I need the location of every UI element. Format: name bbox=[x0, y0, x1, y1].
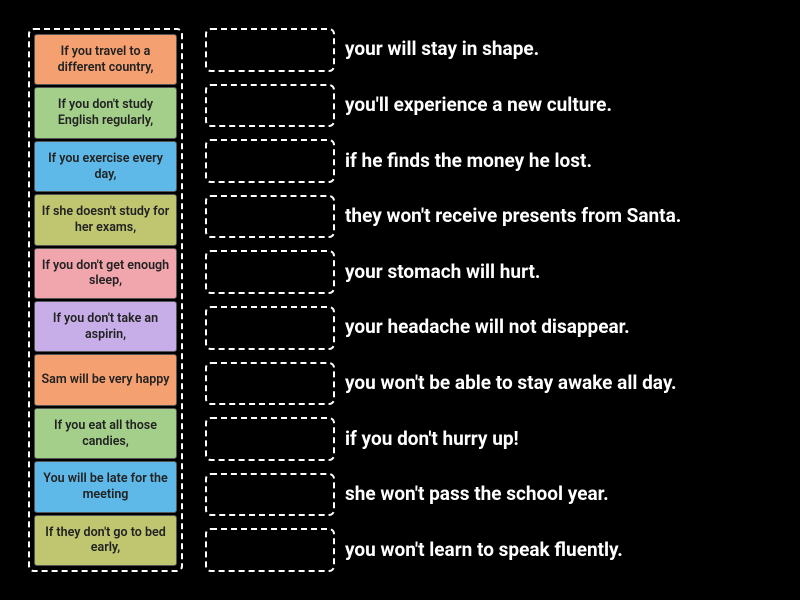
card-label: If you don't take an aspirin, bbox=[39, 311, 172, 342]
draggable-card[interactable]: If they don't go to bed early, bbox=[34, 515, 177, 566]
dropzone[interactable] bbox=[205, 84, 335, 128]
answer-text: your headache will not disappear. bbox=[345, 306, 785, 350]
answer-text: your will stay in shape. bbox=[345, 28, 785, 72]
card-label: If they don't go to bed early, bbox=[39, 525, 172, 556]
card-label: If you exercise every day, bbox=[39, 151, 172, 182]
draggable-card[interactable]: You will be late for the meeting bbox=[34, 461, 177, 512]
draggable-card[interactable]: If you don't study English regularly, bbox=[34, 87, 177, 138]
dropzone[interactable] bbox=[205, 306, 335, 350]
answer-text: if you don't hurry up! bbox=[345, 417, 785, 461]
card-label: You will be late for the meeting bbox=[39, 471, 172, 502]
dropzone[interactable] bbox=[205, 250, 335, 294]
answer-text: you won't be able to stay awake all day. bbox=[345, 362, 785, 406]
dropzone[interactable] bbox=[205, 195, 335, 239]
dropzone[interactable] bbox=[205, 473, 335, 517]
card-label: If she doesn't study for her exams, bbox=[39, 204, 172, 235]
answer-text: she won't pass the school year. bbox=[345, 473, 785, 517]
card-label: If you travel to a different country, bbox=[39, 44, 172, 75]
draggable-card[interactable]: If you don't take an aspirin, bbox=[34, 301, 177, 352]
draggable-card[interactable]: Sam will be very happy bbox=[34, 354, 177, 405]
dropzone[interactable] bbox=[205, 139, 335, 183]
answer-text: if he finds the money he lost. bbox=[345, 139, 785, 183]
dropzone[interactable] bbox=[205, 417, 335, 461]
answer-text: your stomach will hurt. bbox=[345, 250, 785, 294]
dropzone[interactable] bbox=[205, 28, 335, 72]
answer-text: they won't receive presents from Santa. bbox=[345, 195, 785, 239]
answer-text: you'll experience a new culture. bbox=[345, 84, 785, 128]
card-label: If you eat all those candies, bbox=[39, 418, 172, 449]
dropzone[interactable] bbox=[205, 528, 335, 572]
card-source-container: If you travel to a different country, If… bbox=[28, 28, 183, 572]
draggable-card[interactable]: If you eat all those candies, bbox=[34, 408, 177, 459]
draggable-card[interactable]: If you travel to a different country, bbox=[34, 34, 177, 85]
card-label: If you don't study English regularly, bbox=[39, 97, 172, 128]
draggable-card[interactable]: If she doesn't study for her exams, bbox=[34, 194, 177, 245]
draggable-card[interactable]: If you exercise every day, bbox=[34, 141, 177, 192]
answers-column: your will stay in shape. you'll experien… bbox=[345, 28, 785, 572]
dropzone-column bbox=[205, 28, 335, 572]
draggable-card[interactable]: If you don't get enough sleep, bbox=[34, 248, 177, 299]
dropzone[interactable] bbox=[205, 362, 335, 406]
card-label: If you don't get enough sleep, bbox=[39, 258, 172, 289]
card-label: Sam will be very happy bbox=[42, 372, 170, 388]
answer-text: you won't learn to speak fluently. bbox=[345, 528, 785, 572]
